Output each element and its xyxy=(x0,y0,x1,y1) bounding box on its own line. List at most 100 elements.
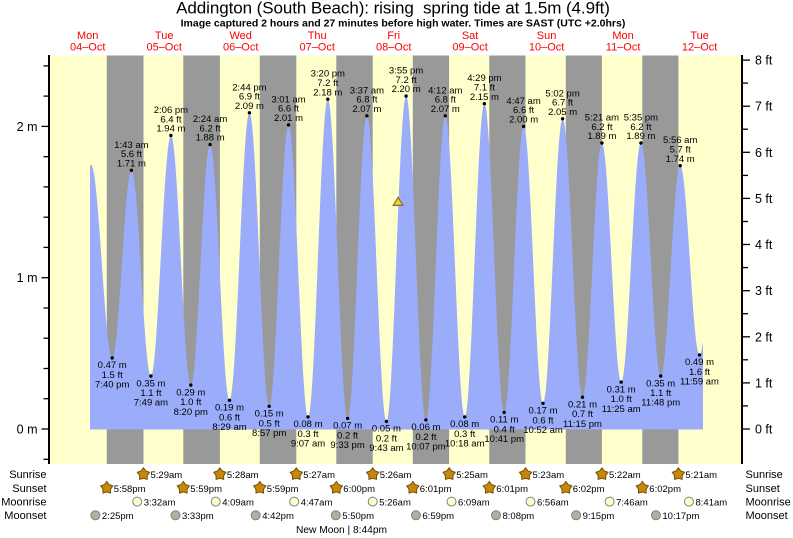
svg-text:0.3 ft: 0.3 ft xyxy=(297,429,318,440)
svg-text:7.2 ft: 7.2 ft xyxy=(396,75,417,86)
svg-text:5.7 ft: 5.7 ft xyxy=(670,145,691,156)
svg-text:10:07 pm: 10:07 pm xyxy=(406,442,446,453)
svg-text:0.7 ft: 0.7 ft xyxy=(572,409,593,420)
svg-text:1.0 ft: 1.0 ft xyxy=(180,397,201,408)
svg-text:2 m: 2 m xyxy=(17,120,38,134)
svg-text:0 m: 0 m xyxy=(17,423,38,437)
svg-text:2.20 m: 2.20 m xyxy=(392,84,421,95)
svg-text:0.35 m: 0.35 m xyxy=(136,378,165,389)
svg-text:6.2 ft: 6.2 ft xyxy=(630,122,651,133)
svg-text:Wed: Wed xyxy=(229,30,251,42)
svg-text:6.6 ft: 6.6 ft xyxy=(278,104,299,115)
svg-text:0.5 ft: 0.5 ft xyxy=(259,418,280,429)
svg-text:1.5 ft: 1.5 ft xyxy=(102,370,123,381)
svg-text:0.08 m: 0.08 m xyxy=(293,419,322,430)
svg-text:5:23am: 5:23am xyxy=(533,470,565,481)
svg-text:11:25 am: 11:25 am xyxy=(602,404,641,415)
svg-text:8 ft: 8 ft xyxy=(755,54,773,68)
svg-text:0.15 m: 0.15 m xyxy=(255,409,284,420)
svg-text:0.06 m: 0.06 m xyxy=(411,422,440,433)
svg-text:0.07 m: 0.07 m xyxy=(333,421,362,432)
svg-text:10:52 am: 10:52 am xyxy=(523,425,563,436)
svg-text:0 ft: 0 ft xyxy=(755,423,773,437)
svg-text:8:41am: 8:41am xyxy=(696,498,728,509)
svg-text:5:58pm: 5:58pm xyxy=(114,484,146,495)
svg-text:Sun: Sun xyxy=(537,30,557,42)
svg-text:0.21 m: 0.21 m xyxy=(568,400,597,411)
svg-text:Image captured 2 hours and 27: Image captured 2 hours and 27 minutes be… xyxy=(181,18,626,30)
svg-text:7.2 ft: 7.2 ft xyxy=(317,78,338,89)
svg-text:Thu: Thu xyxy=(308,30,327,42)
svg-text:4:09am: 4:09am xyxy=(222,498,254,509)
svg-text:2.15 m: 2.15 m xyxy=(470,92,499,103)
svg-text:08–Oct: 08–Oct xyxy=(376,42,411,54)
svg-text:1.6 ft: 1.6 ft xyxy=(689,367,710,378)
svg-text:1.88 m: 1.88 m xyxy=(196,133,225,144)
svg-text:Tue: Tue xyxy=(690,30,709,42)
svg-text:9:07 am: 9:07 am xyxy=(291,439,325,450)
svg-text:1.0 ft: 1.0 ft xyxy=(611,394,632,405)
svg-text:8:08pm: 8:08pm xyxy=(503,511,535,522)
svg-text:2:06 pm: 2:06 pm xyxy=(154,105,188,116)
svg-text:1 ft: 1 ft xyxy=(755,376,773,390)
svg-text:7.1 ft: 7.1 ft xyxy=(474,83,495,94)
svg-text:0.2 ft: 0.2 ft xyxy=(376,433,397,444)
svg-text:8:57 pm: 8:57 pm xyxy=(252,428,286,439)
svg-text:0.6 ft: 0.6 ft xyxy=(532,415,553,426)
svg-text:Addington (South Beach): risin: Addington (South Beach): rising spring t… xyxy=(176,0,610,18)
svg-text:07–Oct: 07–Oct xyxy=(299,42,334,54)
svg-text:2.07 m: 2.07 m xyxy=(352,104,381,115)
svg-text:11–Oct: 11–Oct xyxy=(606,42,641,54)
svg-text:06–Oct: 06–Oct xyxy=(223,42,258,54)
svg-text:Moonset: Moonset xyxy=(746,510,788,522)
svg-text:0.17 m: 0.17 m xyxy=(528,406,557,417)
svg-text:6:56am: 6:56am xyxy=(537,498,569,509)
svg-text:6 ft: 6 ft xyxy=(755,146,773,160)
svg-text:5:59pm: 5:59pm xyxy=(267,484,299,495)
svg-text:4:42pm: 4:42pm xyxy=(262,511,294,522)
svg-text:6.8 ft: 6.8 ft xyxy=(356,95,377,106)
svg-text:6.4 ft: 6.4 ft xyxy=(160,114,181,125)
svg-text:3:32am: 3:32am xyxy=(144,498,176,509)
svg-text:2:25pm: 2:25pm xyxy=(102,511,134,522)
svg-text:6:00pm: 6:00pm xyxy=(343,484,375,495)
svg-text:Sunrise: Sunrise xyxy=(9,469,46,481)
svg-text:6.2 ft: 6.2 ft xyxy=(200,123,221,134)
svg-text:10:17pm: 10:17pm xyxy=(662,511,699,522)
svg-text:2:24 am: 2:24 am xyxy=(193,114,227,125)
svg-text:11:48 pm: 11:48 pm xyxy=(641,398,680,409)
svg-text:5:28am: 5:28am xyxy=(227,470,259,481)
svg-text:Sunset: Sunset xyxy=(746,483,780,495)
svg-text:6:59pm: 6:59pm xyxy=(422,511,454,522)
svg-text:4:29 pm: 4:29 pm xyxy=(467,73,501,84)
svg-text:2.00 m: 2.00 m xyxy=(509,115,538,126)
svg-text:7:46am: 7:46am xyxy=(616,498,648,509)
svg-text:10:41 pm: 10:41 pm xyxy=(484,434,524,445)
svg-text:6:01pm: 6:01pm xyxy=(420,484,452,495)
svg-text:0.4 ft: 0.4 ft xyxy=(494,424,515,435)
svg-text:1.71 m: 1.71 m xyxy=(117,158,146,169)
svg-text:5:27am: 5:27am xyxy=(303,470,335,481)
svg-text:3:55 pm: 3:55 pm xyxy=(389,66,423,77)
svg-text:5:50pm: 5:50pm xyxy=(342,511,374,522)
svg-text:5:02 pm: 5:02 pm xyxy=(545,88,579,99)
svg-text:1.94 m: 1.94 m xyxy=(156,124,185,135)
svg-text:5:26am: 5:26am xyxy=(380,470,412,481)
svg-text:1 m: 1 m xyxy=(17,271,38,285)
svg-text:6:02pm: 6:02pm xyxy=(649,484,681,495)
svg-text:Mon: Mon xyxy=(612,30,633,42)
svg-text:5:21am: 5:21am xyxy=(685,470,717,481)
svg-text:1.1 ft: 1.1 ft xyxy=(140,388,161,399)
svg-text:6.6 ft: 6.6 ft xyxy=(513,105,534,116)
svg-text:5 ft: 5 ft xyxy=(755,192,773,206)
svg-text:2.09 m: 2.09 m xyxy=(235,101,264,112)
svg-text:12–Oct: 12–Oct xyxy=(682,42,717,54)
svg-text:4:12 am: 4:12 am xyxy=(428,85,462,96)
svg-text:1.74 m: 1.74 m xyxy=(666,154,695,165)
svg-text:6.7 ft: 6.7 ft xyxy=(552,98,573,109)
svg-text:9:33 pm: 9:33 pm xyxy=(330,440,364,451)
svg-text:2.07 m: 2.07 m xyxy=(431,104,460,115)
svg-text:1.89 m: 1.89 m xyxy=(587,131,616,142)
svg-text:6.2 ft: 6.2 ft xyxy=(591,122,612,133)
svg-text:0.3 ft: 0.3 ft xyxy=(454,429,475,440)
